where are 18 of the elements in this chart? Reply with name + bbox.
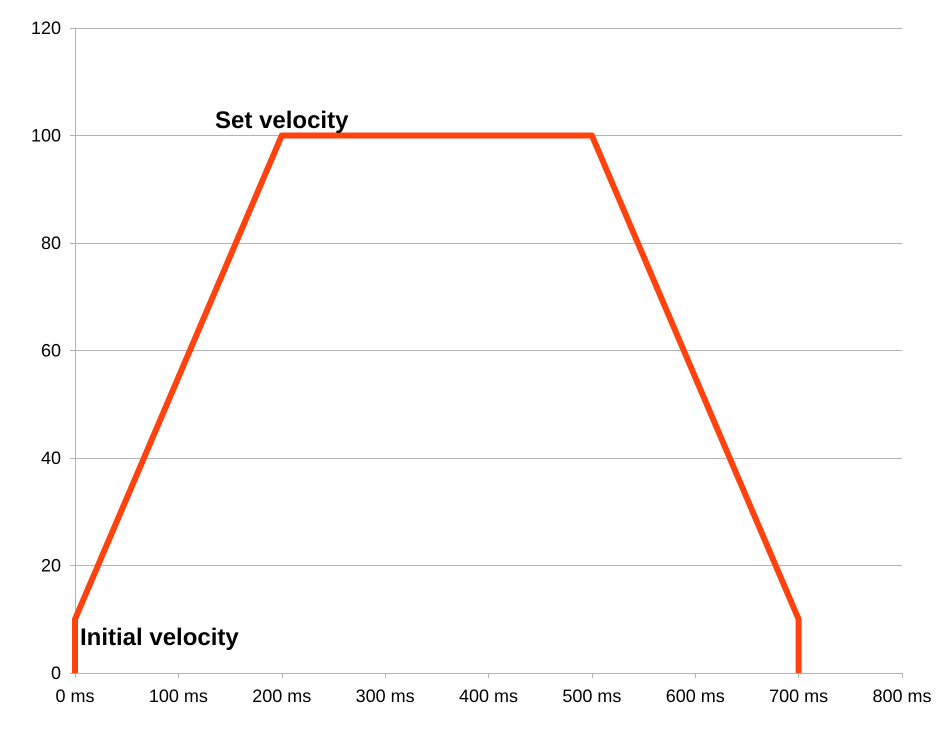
x-tick-label: 400 ms (458, 686, 518, 706)
y-tick-label: 40 (40, 448, 61, 468)
x-tick-label: 800 ms (872, 686, 932, 706)
x-tick-label: 600 ms (666, 686, 725, 706)
y-tick-label: 60 (40, 340, 61, 360)
annotation: Initial velocity (80, 624, 240, 651)
y-tick-label: 0 (50, 663, 61, 683)
annotation: Set velocity (215, 107, 350, 134)
x-tick-label: 700 ms (769, 686, 828, 706)
x-tick-label: 100 ms (148, 686, 208, 706)
x-tick-label: 0 ms (55, 686, 95, 706)
y-tick-label: 100 (30, 126, 61, 146)
x-tick-label: 200 ms (252, 686, 312, 706)
y-tick-label: 20 (40, 556, 61, 576)
y-tick-label: 80 (40, 233, 61, 253)
y-tick-label: 120 (30, 18, 61, 38)
x-tick-label: 500 ms (562, 686, 622, 706)
x-tick-label: 300 ms (356, 686, 415, 706)
